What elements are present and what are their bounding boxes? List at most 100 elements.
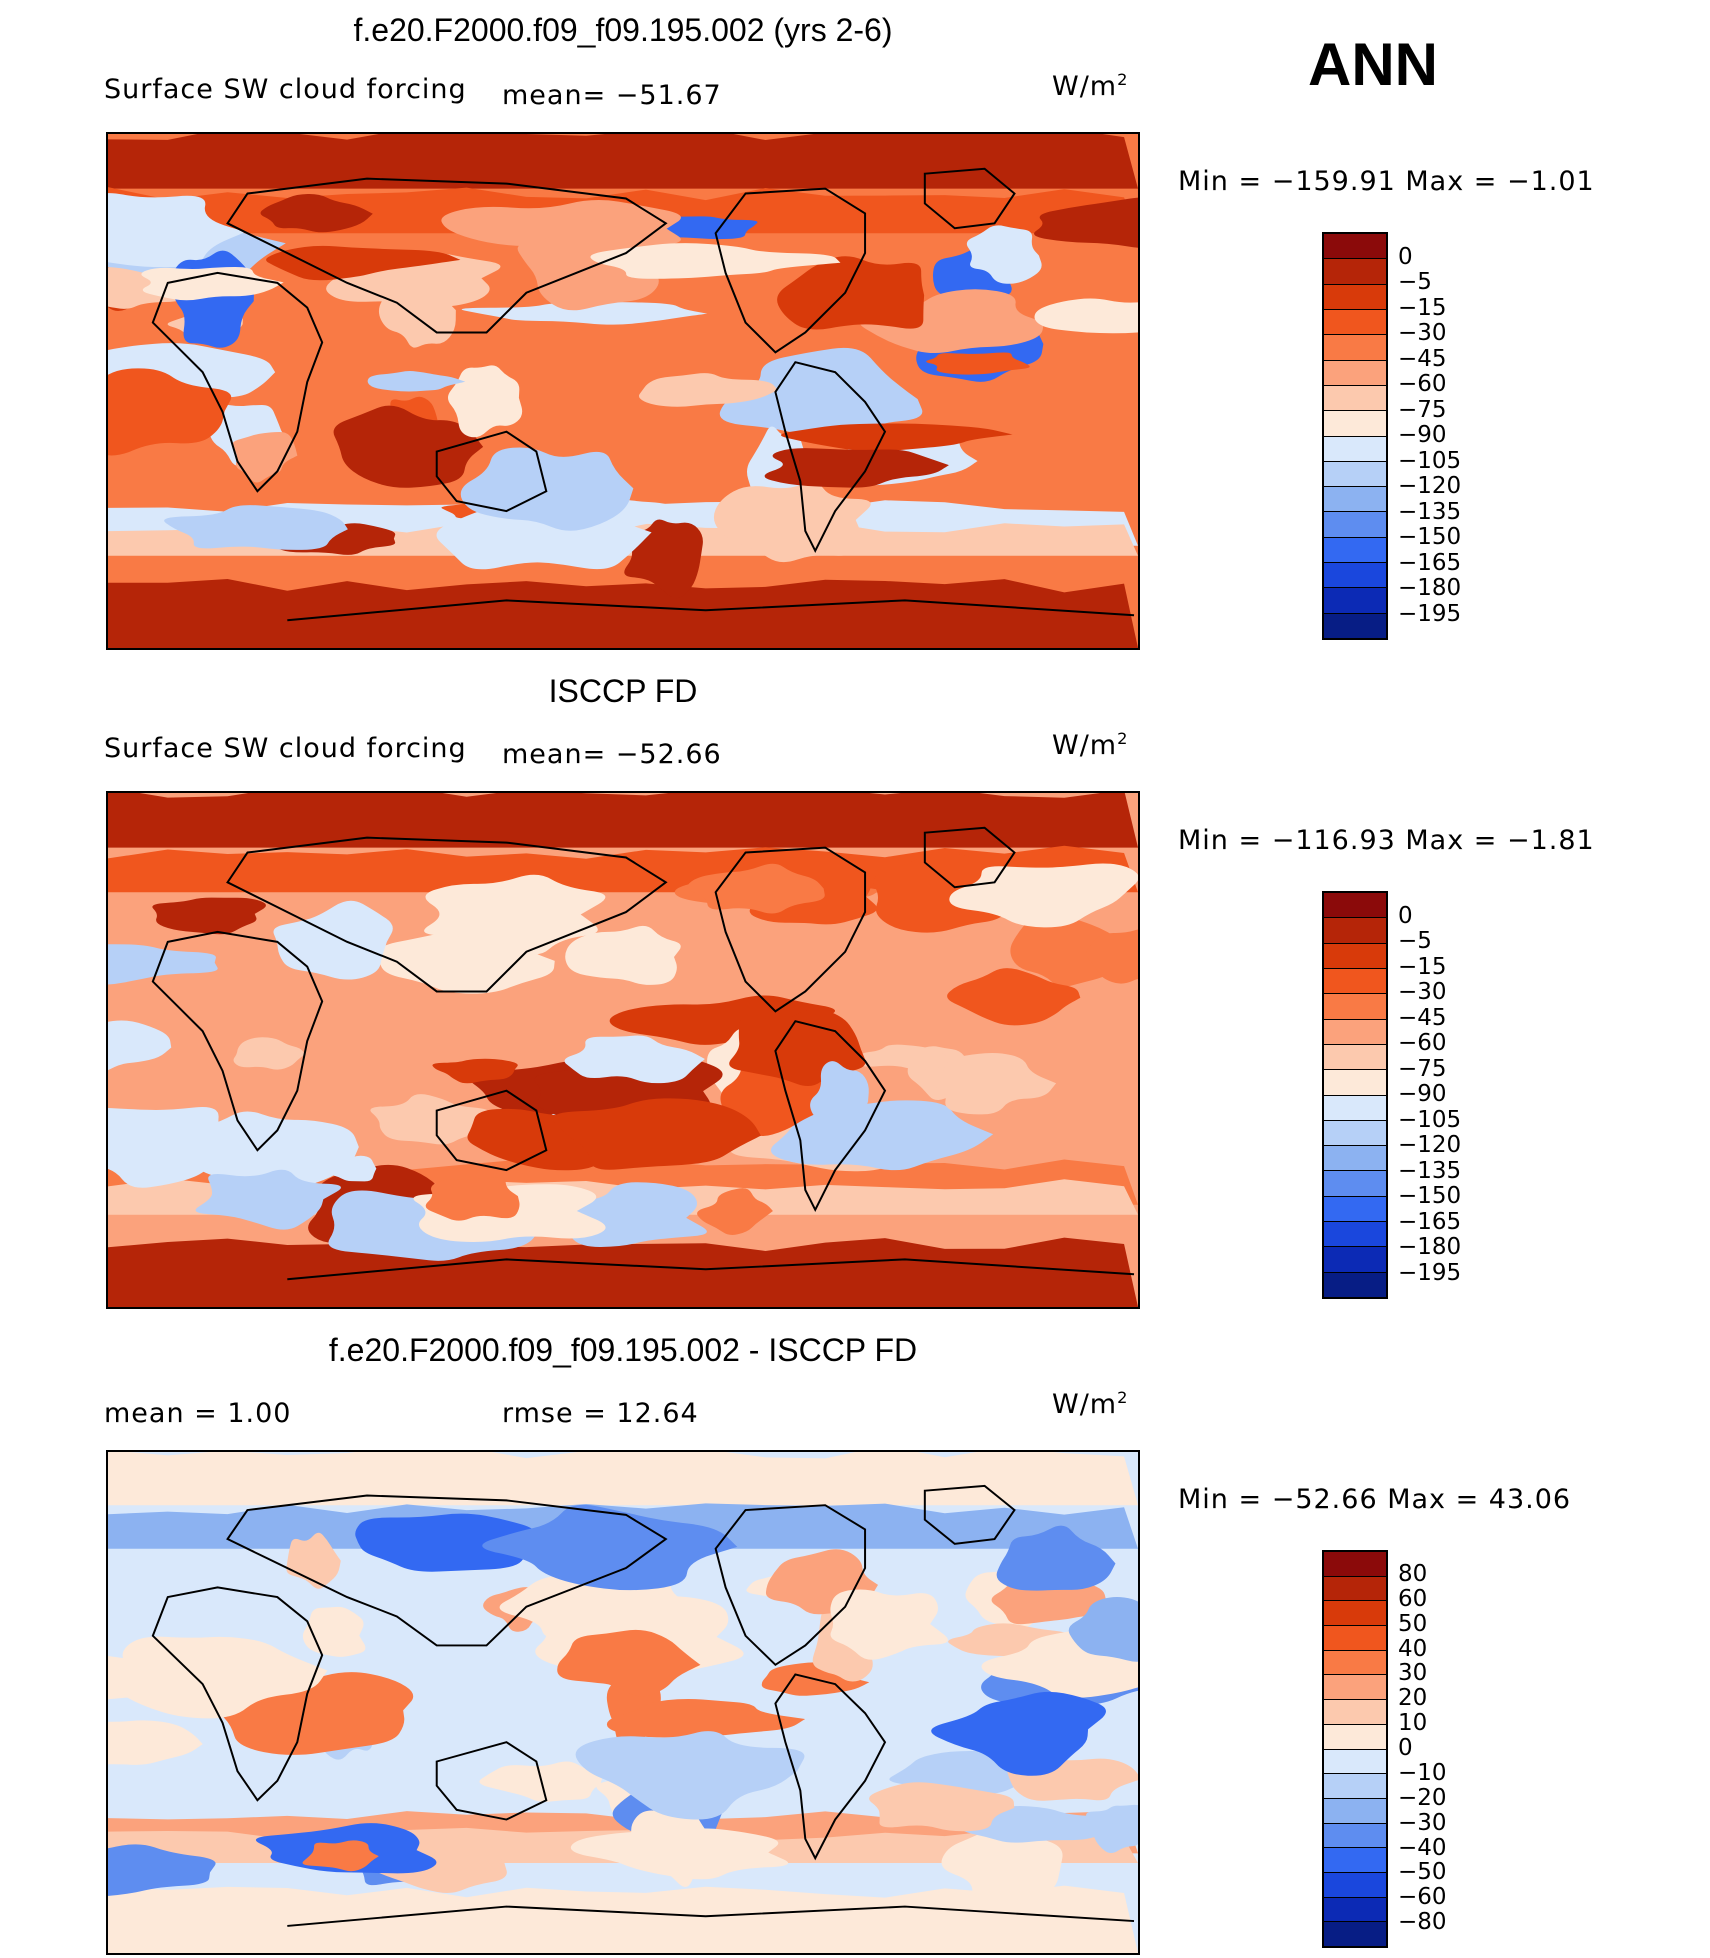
map-contour-region	[141, 266, 284, 301]
map-contour-region	[959, 1806, 1114, 1843]
colorbar-swatch	[1324, 968, 1386, 995]
colorbar-label: 40	[1398, 1635, 1428, 1662]
colorbar-swatch	[1324, 385, 1386, 412]
colorbar-label: −75	[1398, 396, 1447, 423]
colorbar-label: −45	[1398, 1004, 1447, 1031]
colorbar-swatch	[1324, 1872, 1386, 1898]
colorbar-swatch	[1324, 436, 1386, 462]
map-contour-region	[947, 968, 1081, 1026]
colorbar-label: −105	[1398, 447, 1462, 474]
map-contour-region	[590, 243, 841, 279]
map-contour-region	[378, 272, 456, 348]
colorbar-swatch	[1324, 1798, 1386, 1824]
colorbar-swatch	[1324, 994, 1386, 1020]
colorbar-swatch	[1324, 1196, 1386, 1223]
map-contour-region	[932, 1052, 1057, 1115]
panel-2-units-base: W/m	[1052, 730, 1118, 761]
panel-2-title: ISCCP FD	[548, 673, 698, 709]
colorbar-label: −80	[1398, 1909, 1447, 1936]
colorbar-label: −60	[1398, 371, 1447, 397]
map-contour-region	[719, 347, 923, 442]
map-contour-region	[378, 932, 555, 994]
map-contour-region	[355, 1513, 536, 1572]
colorbar-label: −135	[1398, 498, 1462, 525]
map-contour-region	[565, 925, 681, 985]
map-coastline	[151, 930, 324, 1152]
map-coastline	[435, 1741, 548, 1821]
map-coastline	[714, 1504, 867, 1667]
colorbar-label: −150	[1398, 524, 1462, 550]
colorbar-swatch	[1324, 309, 1386, 336]
colorbar-label: −30	[1398, 1809, 1447, 1836]
map-contour-region	[333, 405, 484, 488]
colorbar-swatch	[1324, 1700, 1386, 1725]
map-coastline	[151, 1586, 324, 1802]
colorbar-swatch	[1324, 461, 1386, 488]
map-coastline	[923, 1484, 1016, 1545]
map-contour-region	[810, 1061, 869, 1138]
colorbar-swatch	[1324, 918, 1386, 944]
panel-1-title: f.e20.F2000.f09_f09.195.002 (yrs 2-6)	[353, 12, 893, 48]
map-contour-region	[370, 1094, 497, 1145]
panel-3-map	[106, 1450, 1140, 1955]
map-contour-region	[108, 193, 246, 268]
map-contour-region	[764, 448, 949, 488]
colorbar-swatch	[1324, 1272, 1386, 1297]
colorbar-label: −195	[1398, 600, 1462, 627]
map-contour-region	[189, 1111, 359, 1189]
colorbar-label: −90	[1398, 1081, 1447, 1107]
map-coastline	[714, 846, 867, 1013]
map-contour-region	[232, 431, 298, 483]
colorbar-label: −165	[1398, 549, 1462, 576]
colorbar-label: 80	[1398, 1560, 1428, 1587]
map-contour-region	[966, 225, 1042, 284]
panel-3-minmax: Min = −52.66 Max = 43.06	[1178, 1484, 1572, 1515]
map-coastline	[287, 599, 1135, 622]
map-contour-region	[482, 1504, 738, 1591]
colorbar-label: −90	[1398, 422, 1447, 448]
map-contour-region	[564, 1035, 705, 1084]
map-contour-region	[606, 1698, 806, 1738]
panel-2-colorbar	[1322, 891, 1388, 1299]
colorbar-swatch	[1324, 1848, 1386, 1873]
panel-1-map-svg	[108, 134, 1138, 648]
map-contour-region	[108, 1844, 216, 1896]
colorbar-label: −10	[1398, 1759, 1447, 1786]
colorbar-label: 50	[1398, 1610, 1428, 1637]
map-coastline	[714, 187, 867, 354]
colorbar-swatch	[1324, 411, 1386, 437]
colorbar-label: 0	[1398, 902, 1413, 929]
map-coastline	[774, 1673, 887, 1861]
map-contour-region	[941, 1830, 1063, 1905]
colorbar-swatch	[1324, 1774, 1386, 1799]
colorbar-swatch	[1324, 1576, 1386, 1602]
colorbar-swatch	[1324, 1222, 1386, 1248]
colorbar-swatch	[1324, 1095, 1386, 1121]
colorbar-swatch	[1324, 234, 1386, 260]
colorbar-label: −180	[1398, 575, 1462, 601]
map-contour-region	[108, 1107, 231, 1188]
map-contour-region	[233, 1037, 306, 1070]
map-contour-region	[108, 368, 232, 456]
colorbar-swatch	[1324, 1019, 1386, 1045]
map-contour-region	[447, 365, 523, 438]
map-contour-region	[326, 1155, 377, 1182]
map-contour-region	[557, 1629, 701, 1697]
colorbar-label: −40	[1398, 1834, 1447, 1861]
map-contour-region	[517, 220, 668, 311]
map-contour-region	[302, 1840, 379, 1872]
map-contour-region	[461, 302, 708, 325]
panel-3-units-exp: 2	[1117, 1388, 1129, 1407]
panel-1-mean: mean= −51.67	[502, 80, 722, 111]
map-contour-region	[273, 900, 393, 980]
map-contour-region	[713, 482, 871, 563]
panel-1-minmax: Min = −159.91 Max = −1.01	[1178, 166, 1595, 197]
map-contour-region	[552, 1098, 761, 1170]
map-contour-band	[108, 578, 1138, 648]
colorbar-label: 20	[1398, 1685, 1428, 1712]
map-contour-region	[854, 1044, 956, 1070]
colorbar-swatch	[1324, 1922, 1386, 1946]
colorbar-label: −30	[1398, 979, 1447, 1005]
colorbar-swatch	[1324, 1146, 1386, 1172]
map-contour-region	[108, 1720, 203, 1765]
